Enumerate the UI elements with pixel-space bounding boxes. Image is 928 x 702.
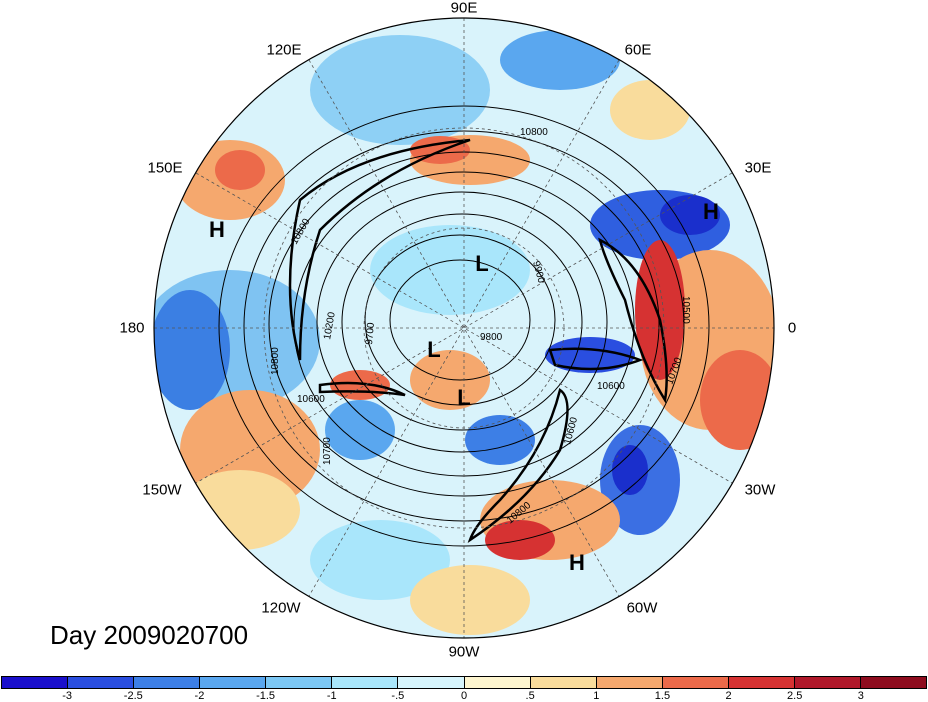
lon-label-120w: 120W: [261, 599, 301, 617]
low-center: L: [457, 385, 471, 410]
colorbar-tick-label: -.5: [391, 690, 405, 702]
colorbar-segment: [861, 677, 927, 688]
graticule: [154, 18, 774, 638]
colorbar-tick-label: -2.5: [123, 690, 143, 702]
polar-map: [153, 17, 775, 639]
lon-label-150e: 150E: [147, 159, 183, 177]
colorbar-tick-label: .5: [525, 690, 535, 702]
colorbar-tick-label: 2: [725, 690, 732, 702]
colorbar-segment: [332, 677, 399, 688]
low-center: L: [427, 337, 441, 362]
colorbar-segment: [2, 677, 69, 688]
lon-label-120e: 120E: [266, 41, 302, 59]
lon-label-0: 0: [787, 319, 797, 337]
high-center: H: [703, 199, 719, 224]
high-center: H: [569, 550, 585, 575]
colorbar-segment: [662, 677, 729, 688]
colorbar-segment: [266, 677, 333, 688]
lon-label-30e: 30E: [744, 159, 772, 177]
map-boundary: [153, 17, 775, 639]
colorbar-segment: [398, 677, 465, 688]
colorbar-tick-label: 3: [857, 690, 864, 702]
colorbar-tick-label: -3: [62, 690, 73, 702]
colorbar-tick-label: 0: [460, 690, 468, 702]
jet-contours: [288, 138, 668, 544]
lon-label-30w: 30W: [744, 481, 776, 499]
lon-label-60w: 60W: [626, 599, 658, 617]
colorbar-tick-label: 2.5: [787, 690, 803, 702]
colorbar-segment: [596, 677, 663, 688]
colorbar-segment: [200, 677, 267, 688]
colorbar-tick-label: -2: [194, 690, 205, 702]
colorbar-segment: [464, 677, 531, 688]
colorbar-segment: [68, 677, 135, 688]
map-title: Day 2009020700: [50, 620, 249, 650]
colorbar-tick-label: 1: [593, 690, 600, 702]
lon-label-90e: 90E: [450, 0, 478, 17]
colorbar-tick-label: -1: [326, 690, 337, 702]
colorbar-tick-label: 1.5: [654, 690, 671, 702]
colorbar: [1, 676, 927, 689]
low-center: L: [475, 251, 489, 276]
colorbar-segment: [728, 677, 795, 688]
colorbar-tick-label: -1.5: [256, 690, 276, 702]
high-center: H: [209, 217, 225, 242]
colorbar-segment: [134, 677, 201, 688]
lon-label-90w: 90W: [448, 643, 480, 661]
lon-label-180: 180: [119, 319, 145, 337]
lon-label-60e: 60E: [624, 41, 652, 59]
colorbar-segment: [794, 677, 862, 688]
colorbar-segment: [530, 677, 597, 688]
lon-label-150w: 150W: [142, 481, 182, 499]
